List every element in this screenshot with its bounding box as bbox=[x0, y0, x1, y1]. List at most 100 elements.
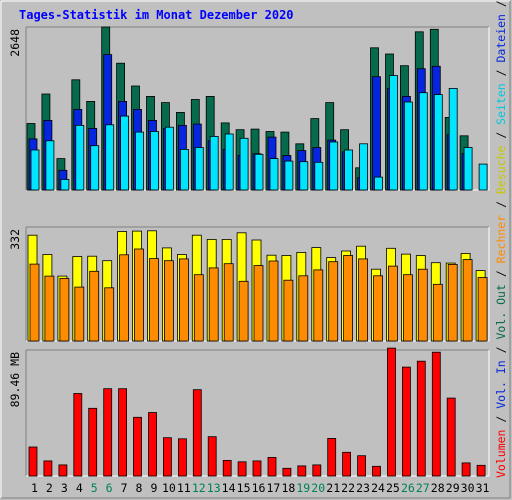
bar-top-seiten-day-9 bbox=[150, 131, 159, 191]
bar-middle-rechner-day-22 bbox=[343, 255, 354, 342]
side-legend-part-2: Vol. In bbox=[494, 360, 508, 408]
bar-top-seiten-day-25 bbox=[389, 75, 398, 191]
chart-title: Tages-Statistik im Monat Dezember 2020 bbox=[19, 8, 294, 22]
bar-top-seiten-day-7 bbox=[120, 115, 129, 191]
bar-bottom-volumen-day-28 bbox=[431, 351, 441, 477]
bar-top-seiten-day-10 bbox=[164, 126, 174, 191]
side-legend-part-13: / bbox=[494, 0, 508, 14]
bar-middle-rechner-day-14 bbox=[223, 263, 234, 342]
bar-middle-rechner-day-6 bbox=[104, 287, 115, 342]
bar-bottom-volumen-day-27 bbox=[416, 360, 426, 477]
panel-top-max-label: 2648 bbox=[8, 29, 22, 57]
bar-middle-rechner-day-20 bbox=[313, 269, 324, 342]
bar-top-seiten-day-5 bbox=[90, 145, 100, 191]
panel-middle: 332 bbox=[8, 226, 490, 342]
x-tick-label-day-4: 4 bbox=[76, 481, 83, 495]
bar-top-seiten-day-2 bbox=[45, 140, 55, 191]
bar-middle-rechner-day-31 bbox=[477, 277, 488, 342]
bar-top-seiten-day-16 bbox=[254, 153, 264, 191]
x-tick-label-day-27: 27 bbox=[416, 481, 430, 495]
bar-middle-rechner-day-15 bbox=[238, 280, 249, 342]
bar-middle-rechner-day-27 bbox=[417, 268, 428, 342]
bar-bottom-volumen-day-10 bbox=[162, 437, 172, 477]
x-tick-label-day-30: 30 bbox=[461, 481, 475, 495]
bar-bottom-volumen-day-17 bbox=[267, 456, 277, 477]
x-axis-day-labels: 1 2 3 4 5 6 7 8 9 10 11 12 13 14 15 16 17 18 19 20 21 22 23 24 2… bbox=[31, 481, 489, 495]
x-tick-label-day-2: 2 bbox=[46, 481, 53, 495]
bar-top-seiten-day-27 bbox=[418, 92, 428, 191]
x-tick-label-day-9: 9 bbox=[151, 481, 158, 495]
bar-bottom-volumen-day-20 bbox=[312, 464, 322, 477]
bar-middle-rechner-day-18 bbox=[283, 279, 294, 342]
side-legend-part-1: / bbox=[494, 409, 508, 430]
x-tick-label-day-13: 13 bbox=[207, 481, 221, 495]
x-tick-label-day-21: 21 bbox=[326, 481, 340, 495]
x-tick-label-day-26: 26 bbox=[401, 481, 415, 495]
bar-middle-rechner-day-10 bbox=[163, 260, 174, 342]
bar-middle-rechner-day-23 bbox=[358, 258, 369, 342]
bar-middle-rechner-day-17 bbox=[268, 260, 279, 342]
x-tick-label-day-12: 12 bbox=[192, 481, 206, 495]
side-legend-part-11: / bbox=[494, 63, 508, 84]
bar-middle-rechner-day-21 bbox=[328, 261, 339, 342]
bar-bottom-volumen-day-1 bbox=[28, 446, 38, 477]
bar-bottom-volumen-day-23 bbox=[357, 455, 367, 477]
bar-middle-rechner-day-25 bbox=[388, 265, 398, 342]
bar-middle-rechner-day-26 bbox=[402, 274, 413, 342]
bar-top-seiten-day-14 bbox=[224, 133, 234, 191]
side-legend: Volumen / Vol. In / Vol. Out / Rechner /… bbox=[494, 0, 508, 478]
bar-top-seiten-day-29 bbox=[448, 88, 458, 191]
x-tick-label-day-1: 1 bbox=[31, 481, 38, 495]
x-tick-label-day-25: 25 bbox=[386, 481, 400, 495]
x-tick-label-day-28: 28 bbox=[431, 481, 445, 495]
x-tick-label-day-16: 16 bbox=[252, 481, 266, 495]
bar-bottom-volumen-day-3 bbox=[58, 464, 68, 477]
bar-middle-rechner-day-9 bbox=[149, 258, 159, 342]
x-tick-label-day-17: 17 bbox=[266, 481, 280, 495]
bar-top-seiten-day-19 bbox=[299, 161, 309, 191]
bar-middle-rechner-day-30 bbox=[462, 259, 473, 342]
bar-top-seiten-day-13 bbox=[209, 135, 219, 191]
panel-top: 2648 bbox=[8, 26, 490, 191]
bar-bottom-volumen-day-11 bbox=[177, 438, 187, 477]
bar-bottom-volumen-day-14 bbox=[222, 459, 232, 477]
x-tick-label-day-15: 15 bbox=[237, 481, 251, 495]
bar-top-seiten-day-6 bbox=[105, 124, 115, 191]
x-tick-label-day-18: 18 bbox=[281, 481, 295, 495]
bar-bottom-volumen-day-22 bbox=[342, 451, 352, 477]
side-legend-part-10: Seiten bbox=[494, 83, 508, 125]
bar-bottom-volumen-day-19 bbox=[297, 465, 307, 477]
x-tick-label-day-31: 31 bbox=[476, 481, 490, 495]
series-volumen bbox=[28, 347, 486, 477]
x-tick-label-day-24: 24 bbox=[371, 481, 385, 495]
bar-middle-rechner-day-2 bbox=[44, 275, 55, 342]
bar-middle-rechner-day-1 bbox=[29, 263, 40, 342]
side-legend-part-0: Volumen bbox=[494, 430, 508, 478]
side-legend-part-4: Vol. Out bbox=[494, 284, 508, 339]
bar-bottom-volumen-day-26 bbox=[401, 366, 411, 477]
side-legend-part-8: Besuche bbox=[494, 146, 508, 195]
bar-bottom-volumen-day-13 bbox=[207, 436, 217, 477]
bar-middle-rechner-day-3 bbox=[59, 278, 70, 342]
bar-bottom-volumen-day-18 bbox=[282, 467, 292, 477]
bar-bottom-volumen-day-24 bbox=[372, 465, 381, 477]
bar-top-seiten-day-1 bbox=[30, 149, 40, 191]
bar-bottom-volumen-day-25 bbox=[387, 347, 396, 477]
chart-panels: 2648 332 89.46 MB bbox=[8, 26, 490, 477]
panel-bottom-max-label: 89.46 MB bbox=[8, 352, 22, 407]
bar-bottom-volumen-day-31 bbox=[476, 464, 486, 477]
bar-top-seiten-day-26 bbox=[403, 101, 413, 191]
x-tick-label-day-29: 29 bbox=[446, 481, 460, 495]
bar-bottom-volumen-day-29 bbox=[446, 397, 456, 477]
bar-top-seiten-day-4 bbox=[75, 125, 85, 191]
bar-top-seiten-day-23 bbox=[359, 143, 369, 191]
bar-top-seiten-day-22 bbox=[344, 149, 354, 191]
bar-top-seiten-day-3 bbox=[60, 179, 70, 191]
bar-top-seiten-day-20 bbox=[314, 161, 324, 191]
x-tick-label-day-11: 11 bbox=[177, 481, 191, 495]
series-seiten bbox=[30, 75, 488, 191]
bar-bottom-volumen-day-30 bbox=[461, 462, 471, 477]
x-tick-label-day-10: 10 bbox=[162, 481, 176, 495]
panel-bottom: 89.46 MB bbox=[8, 347, 490, 477]
bar-top-seiten-day-17 bbox=[269, 158, 279, 191]
